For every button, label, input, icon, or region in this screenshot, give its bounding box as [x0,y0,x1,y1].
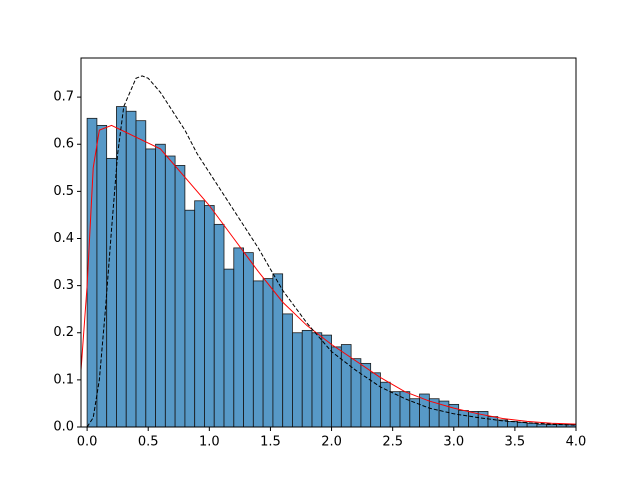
histogram-bar [389,391,401,427]
y-tick-label: 0.7 [53,90,74,105]
x-tick-label: 3.0 [443,435,464,450]
x-tick-label: 0.5 [138,435,159,450]
histogram-bar [155,143,166,427]
y-tick-label: 0.6 [53,137,74,152]
histogram-bar [487,416,499,427]
histogram-bar [292,332,303,427]
histogram-bar [262,278,274,427]
histogram-bar [252,280,264,427]
histogram-bar [116,106,127,427]
histogram-bar [350,358,362,427]
histogram-bar [125,110,137,427]
histogram-bar [194,200,205,427]
histogram-bar [184,209,196,427]
x-tick-label: 1.5 [260,435,281,450]
histogram-bar [213,223,225,427]
x-tick-label: 4.0 [566,435,587,450]
histogram-bar [204,205,215,427]
x-tick-label: 3.5 [505,435,526,450]
histogram-bar [526,422,538,427]
histogram-bar [507,420,518,427]
axes-frame [80,57,577,428]
histogram-bar [233,247,244,427]
histogram-bar [321,334,332,427]
y-tick-label: 0.4 [53,231,74,246]
histogram-bar [301,329,313,427]
histogram-bar [331,346,342,427]
histogram-bar [360,362,372,427]
histogram-bar [223,268,235,427]
histogram-bar [311,332,323,427]
histogram-bar [282,313,293,427]
histogram-bar [135,120,147,427]
x-tick-label: 0.0 [77,435,98,450]
y-tick-label: 0.2 [53,325,74,340]
histogram-bar [145,148,156,427]
x-tick-label: 2.0 [321,435,342,450]
y-tick-label: 0.5 [53,184,74,199]
y-tick-label: 0.1 [53,372,74,387]
histogram-bar [96,124,108,427]
histogram-bar [164,155,176,427]
y-tick-label: 0.3 [53,278,74,293]
histogram-bar [174,165,186,427]
plot-area [81,75,576,427]
histogram-bar [243,252,254,427]
density-line [81,124,576,425]
y-tick-label: 0.0 [53,420,74,435]
x-tick-label: 1.0 [199,435,220,450]
density-line [86,75,576,427]
histogram-bar [106,157,117,427]
histogram-bar [86,117,98,427]
histogram-bar [272,273,284,427]
x-tick-label: 2.5 [382,435,403,450]
histogram-bar [458,410,469,427]
